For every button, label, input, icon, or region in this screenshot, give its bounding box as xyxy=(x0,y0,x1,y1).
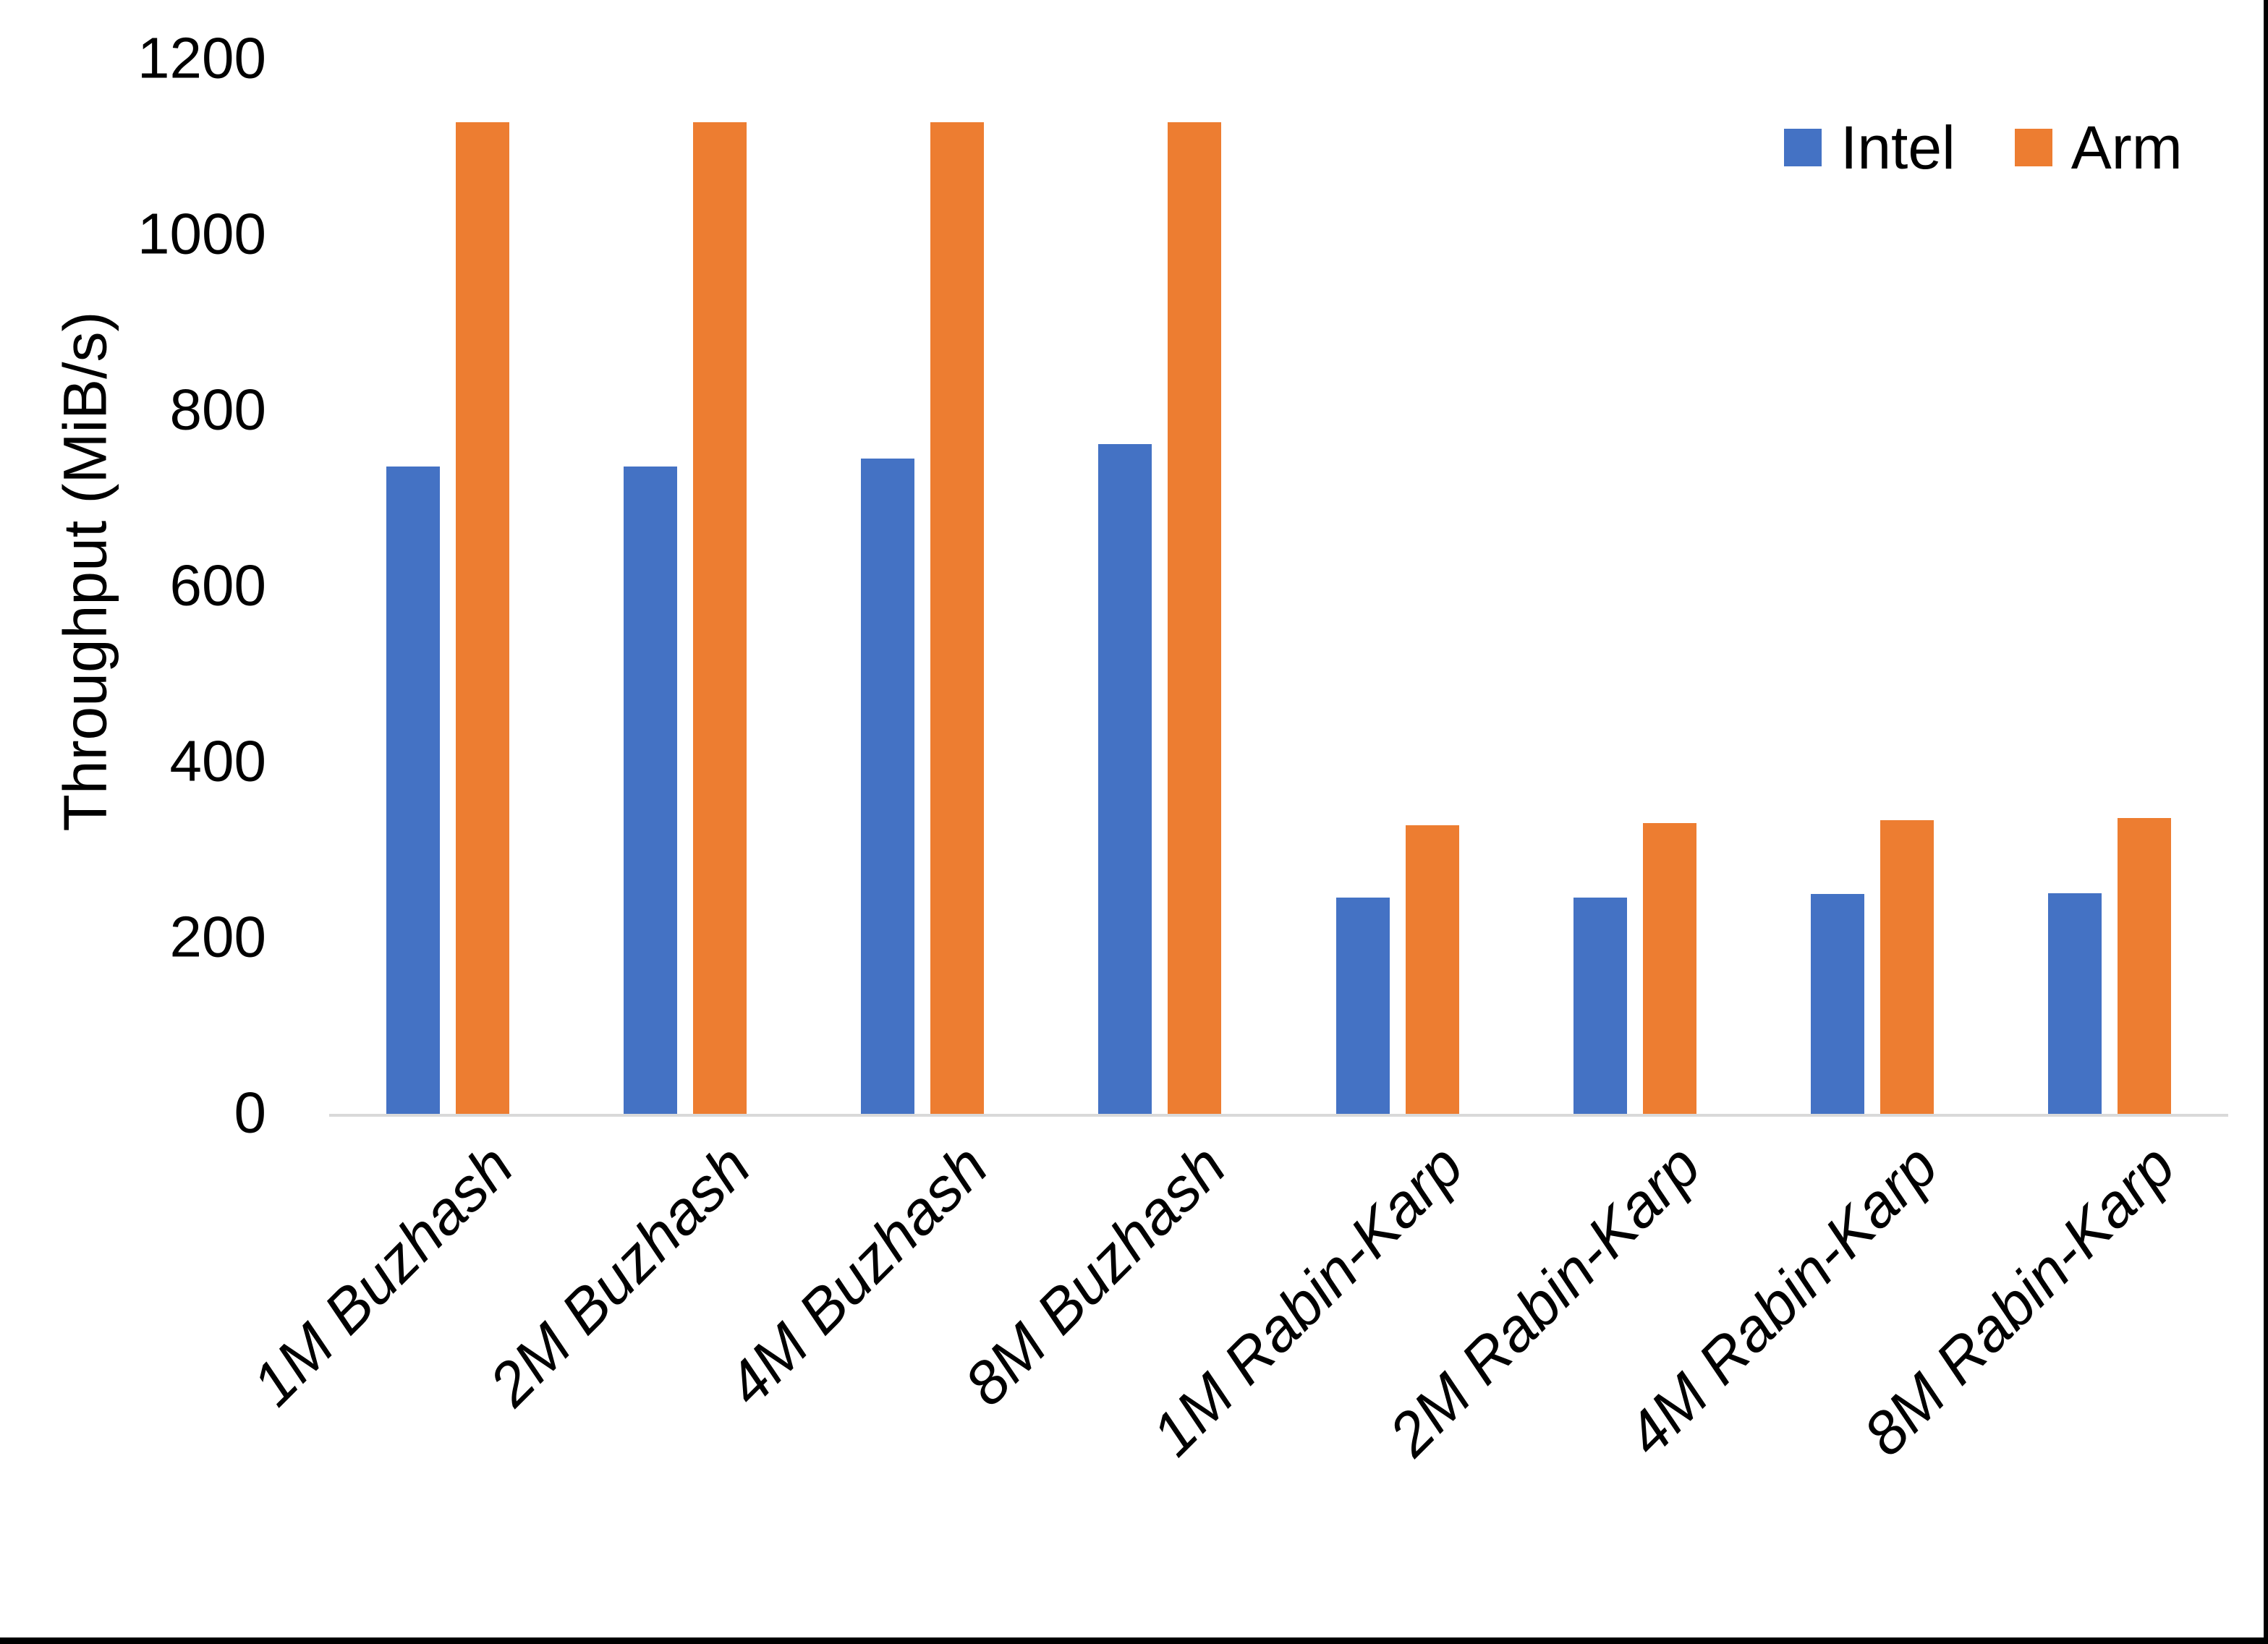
bar-intel-7 xyxy=(2047,893,2102,1114)
y-tick-label-600: 600 xyxy=(169,553,266,618)
bar-arm-0 xyxy=(456,122,510,1114)
bar-arm-4 xyxy=(1405,825,1459,1114)
bar-intel-5 xyxy=(1573,898,1627,1114)
bar-arm-3 xyxy=(1168,122,1222,1114)
legend: Intel Arm xyxy=(1784,108,2183,187)
y-tick-label-0: 0 xyxy=(234,1080,267,1145)
x-axis-line xyxy=(329,1114,2228,1117)
bar-intel-3 xyxy=(1098,444,1152,1114)
bar-arm-7 xyxy=(2117,818,2171,1114)
bar-intel-2 xyxy=(861,459,915,1114)
bar-intel-6 xyxy=(1810,894,1864,1114)
bar-intel-1 xyxy=(624,467,678,1114)
right-border xyxy=(2264,0,2268,1644)
bar-intel-4 xyxy=(1335,898,1390,1114)
bar-arm-6 xyxy=(1880,820,1934,1114)
legend-item-intel: Intel xyxy=(1784,117,1955,178)
bar-arm-1 xyxy=(693,122,747,1114)
bar-arm-2 xyxy=(930,122,985,1114)
bottom-border xyxy=(0,1637,2268,1644)
legend-label-intel: Intel xyxy=(1840,114,1955,182)
bar-arm-5 xyxy=(1642,823,1696,1114)
y-tick-label-1200: 1200 xyxy=(137,25,266,90)
bar-intel-0 xyxy=(386,467,441,1114)
intel-color-swatch xyxy=(1784,129,1822,166)
legend-label-arm: Arm xyxy=(2070,114,2183,182)
y-tick-label-1000: 1000 xyxy=(137,201,266,266)
y-tick-label-800: 800 xyxy=(169,377,266,442)
y-tick-label-400: 400 xyxy=(169,728,266,793)
arm-color-swatch xyxy=(2014,129,2052,166)
legend-item-arm: Arm xyxy=(2014,114,2183,182)
y-tick-label-200: 200 xyxy=(169,904,266,969)
